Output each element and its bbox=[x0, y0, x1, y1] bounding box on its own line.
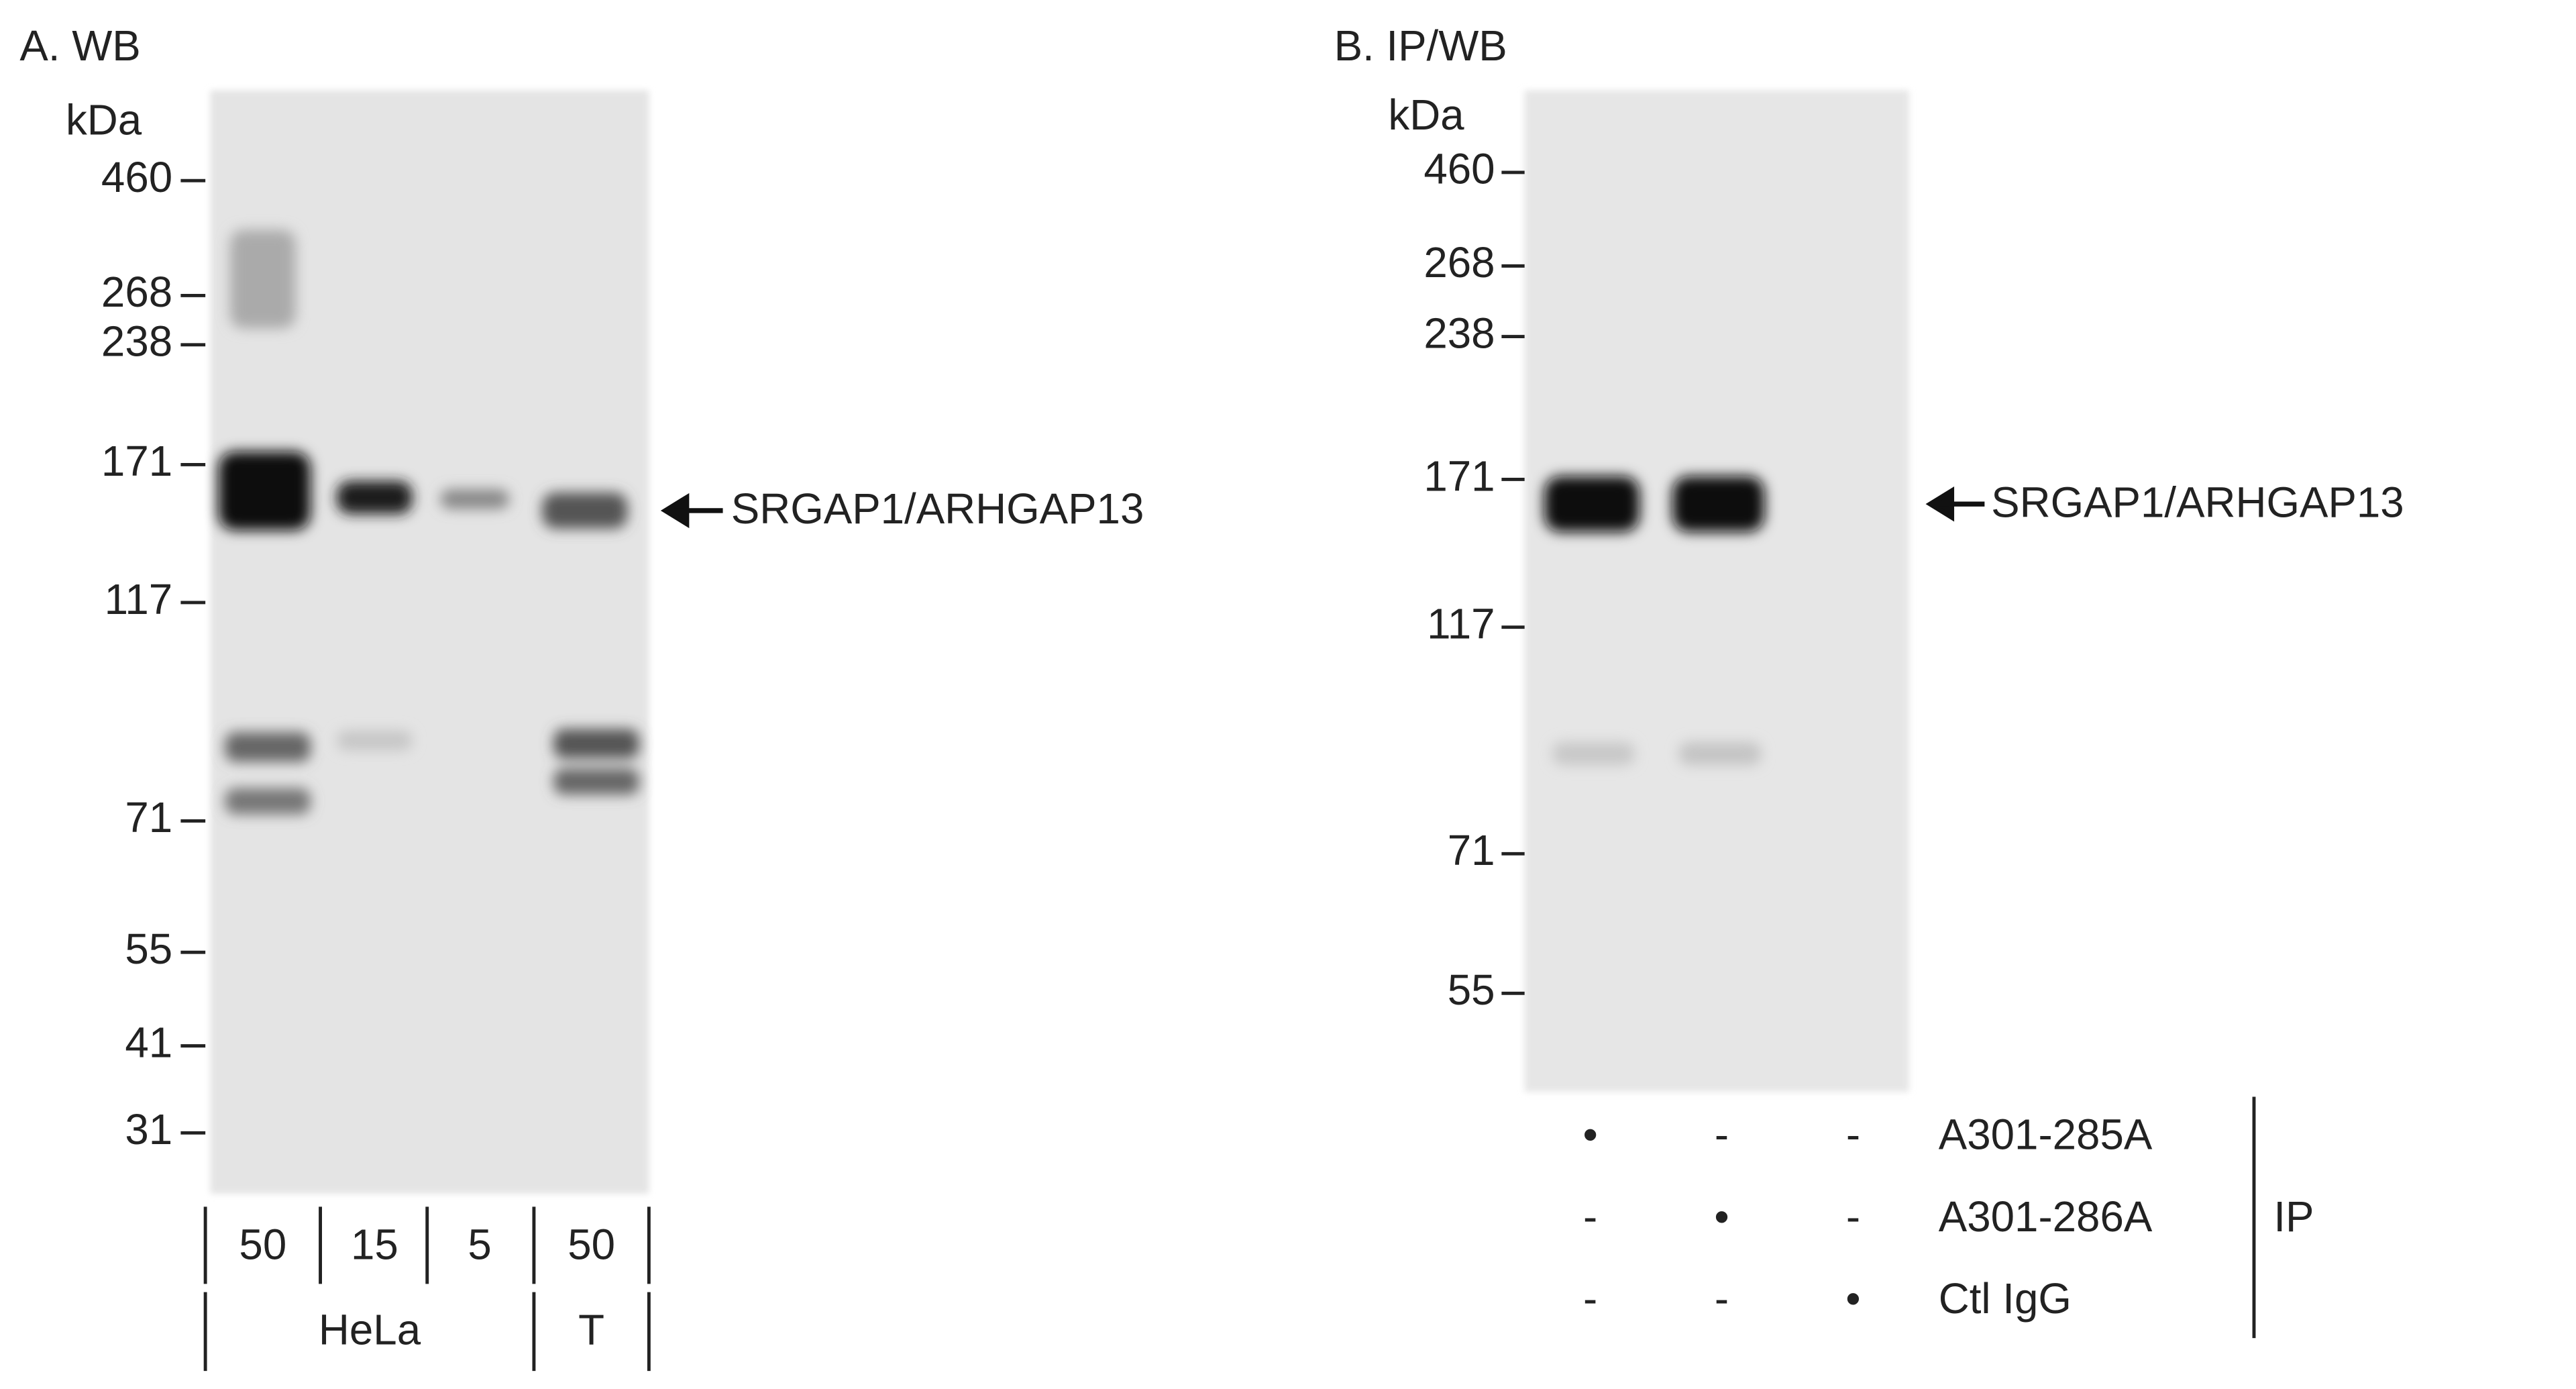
arrow bbox=[1925, 486, 1985, 522]
ip-label: IP bbox=[2273, 1193, 2314, 1241]
marker-label: 238 bbox=[101, 318, 172, 366]
unit-label: kDa bbox=[66, 96, 142, 144]
bands-a bbox=[218, 229, 639, 815]
marker-label: 268 bbox=[101, 268, 172, 316]
ip-mark: - bbox=[1715, 1111, 1729, 1158]
marker-label: 171 bbox=[101, 438, 172, 485]
sample-label: HeLa bbox=[319, 1306, 421, 1354]
marker-label: 71 bbox=[125, 794, 172, 841]
lane-label: 50 bbox=[239, 1221, 286, 1268]
marker-label: 460 bbox=[101, 154, 172, 201]
marker-label: 71 bbox=[1448, 827, 1495, 874]
panel-title: B. IP/WB bbox=[1334, 22, 1507, 70]
ip-mark: • bbox=[1845, 1275, 1860, 1323]
ip-row-label: A301-286A bbox=[1939, 1193, 2153, 1241]
ip-mark: - bbox=[1583, 1275, 1597, 1323]
marker-label: 55 bbox=[1448, 966, 1495, 1014]
marker-label: 117 bbox=[105, 576, 172, 623]
ip-mark: • bbox=[1714, 1193, 1729, 1241]
marker-label: 55 bbox=[125, 925, 172, 973]
ip-row-label: Ctl IgG bbox=[1939, 1275, 2072, 1323]
marker-label: 460 bbox=[1424, 146, 1495, 193]
ip-mark: - bbox=[1846, 1193, 1860, 1241]
band-label: SRGAP1/ARHGAP13 bbox=[731, 485, 1144, 533]
sample-label: T bbox=[578, 1306, 604, 1354]
panel-title: A. WB bbox=[19, 22, 140, 70]
marker-label: 171 bbox=[1424, 452, 1495, 500]
lane-label: 5 bbox=[468, 1221, 491, 1268]
marker-label: 238 bbox=[1424, 309, 1495, 357]
marker-label: 31 bbox=[125, 1106, 172, 1153]
lane-label: 50 bbox=[568, 1221, 615, 1268]
arrow bbox=[660, 493, 723, 529]
marker-label: 268 bbox=[1424, 239, 1495, 287]
unit-label: kDa bbox=[1388, 91, 1464, 139]
ip-mark: - bbox=[1583, 1193, 1597, 1241]
marker-label: 41 bbox=[125, 1019, 172, 1066]
ip-row-label: A301-285A bbox=[1939, 1111, 2153, 1158]
bands-b bbox=[1544, 476, 1765, 766]
marker-label: 117 bbox=[1427, 601, 1495, 648]
ip-mark: - bbox=[1715, 1275, 1729, 1323]
ip-mark: - bbox=[1846, 1111, 1860, 1158]
band-label: SRGAP1/ARHGAP13 bbox=[1991, 478, 2404, 526]
ip-mark: • bbox=[1582, 1111, 1597, 1158]
lane-label: 15 bbox=[351, 1221, 398, 1268]
gel-b bbox=[1524, 90, 1909, 1092]
